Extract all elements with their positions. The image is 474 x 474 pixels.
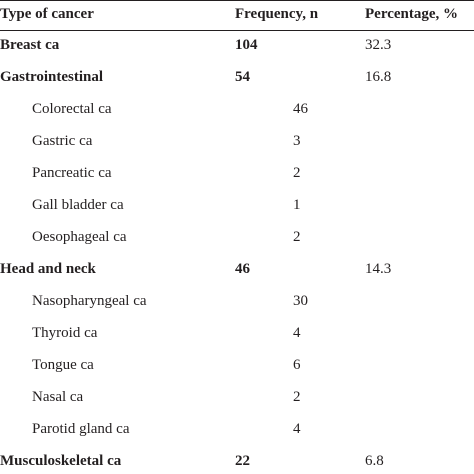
cancer-type-cell: Parotid gland ca [32,421,130,437]
frequency-cell: 46 [293,101,308,117]
cancer-type-cell: Gall bladder ca [32,197,124,213]
cancer-type-cell: Pancreatic ca [32,165,112,181]
frequency-cell: 2 [293,165,301,181]
frequency-cell: 1 [293,197,301,213]
frequency-cell: 2 [293,389,301,405]
cancer-type-cell: Colorectal ca [32,101,112,117]
frequency-cell: 54 [235,69,250,85]
frequency-cell: 104 [235,37,258,53]
table-top-rule [0,0,474,1]
cancer-type-cell: Breast ca [0,37,60,53]
percentage-cell: 6.8 [365,453,384,469]
cancer-type-cell: Head and neck [0,261,96,277]
cancer-type-cell: Nasopharyngeal ca [32,293,147,309]
frequency-cell: 4 [293,421,301,437]
frequency-cell: 3 [293,133,301,149]
frequency-cell: 22 [235,453,250,469]
cancer-type-cell: Oesophageal ca [32,229,127,245]
cancer-type-cell: Nasal ca [32,389,84,405]
frequency-cell: 30 [293,293,308,309]
frequency-cell: 46 [235,261,250,277]
percentage-cell: 16.8 [365,69,392,85]
table-header-rule [0,30,474,31]
cancer-type-cell: Tongue ca [32,357,94,373]
percentage-cell: 14.3 [365,261,392,277]
percentage-cell: 32.3 [365,37,392,53]
header-percentage: Percentage, % [365,6,459,22]
frequency-cell: 4 [293,325,301,341]
cancer-type-cell: Gastric ca [32,133,93,149]
frequency-cell: 6 [293,357,301,373]
header-type-of-cancer: Type of cancer [0,6,94,22]
header-frequency: Frequency, n [235,6,319,22]
cancer-type-cell: Gastrointestinal [0,69,104,85]
frequency-cell: 2 [293,229,301,245]
cancer-type-cell: Thyroid ca [32,325,98,341]
cancer-type-cell: Musculoskeletal ca [0,453,122,469]
